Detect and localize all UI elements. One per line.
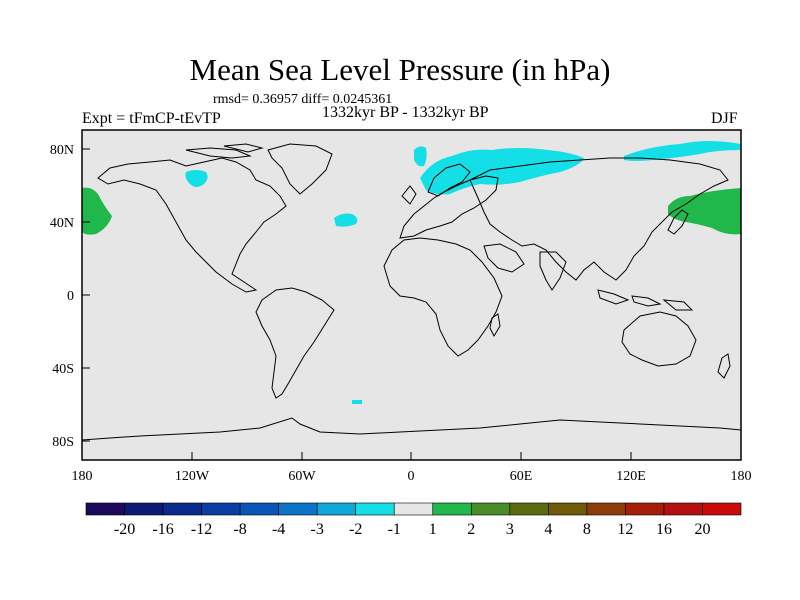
colorbar-swatch (586, 502, 626, 516)
colorbar-swatch (625, 502, 665, 516)
colorbar-label: -2 (349, 521, 362, 538)
colorbar-label: 20 (694, 521, 710, 538)
coastline-scandinavia (401, 163, 471, 205)
negative-anomaly-south-atlantic (352, 400, 362, 404)
colorbar-label: 4 (544, 521, 552, 538)
anomaly-fields (82, 141, 741, 404)
colorbar-label: 12 (617, 521, 633, 538)
colorbar-swatch (201, 502, 241, 516)
colorbar-swatch (470, 502, 511, 516)
stats-line: rmsd= 0.36957 diff= 0.0245361 (213, 92, 393, 107)
positive-anomaly-north-pacific-west (82, 187, 112, 235)
lon-axis: 180 120W 60W 0 60E 120E 180 (72, 452, 752, 484)
lat-label: 40N (50, 216, 74, 231)
coastline-antarctica (82, 417, 741, 441)
experiment-label: Expt = tFmCP-tEvTP (82, 110, 221, 127)
colorbar-swatch (702, 502, 742, 516)
colorbar-label: 1 (429, 521, 437, 538)
lon-label: 60W (288, 469, 316, 484)
colorbar-swatch (85, 502, 125, 516)
colorbar-label: 3 (506, 521, 514, 538)
colorbar-label: 2 (467, 521, 475, 538)
lon-label: 120E (616, 469, 646, 484)
colorbar-swatch (278, 502, 318, 516)
coastline-arabia (483, 243, 525, 273)
coastline-south-america (255, 287, 335, 399)
coastline-new-zealand (717, 353, 731, 379)
coastline-africa (383, 237, 503, 357)
lon-label: 60E (510, 469, 533, 484)
chart-title: Mean Sea Level Pressure (in hPa) (189, 52, 611, 87)
negative-anomaly-north-atlantic (334, 213, 358, 227)
colorbar-swatch (355, 502, 395, 516)
colorbar-label: -16 (152, 521, 173, 538)
colorbar-label: 16 (656, 521, 672, 538)
colorbar-label: 8 (583, 521, 591, 538)
negative-anomaly-greenland-sea (414, 146, 427, 167)
coastline-japan (667, 209, 689, 235)
coastline-india (539, 251, 567, 291)
colorbar-swatch (432, 502, 472, 516)
coastline-indonesia (597, 289, 694, 311)
colorbar-label: -8 (233, 521, 246, 538)
colorbar-label: -12 (191, 521, 212, 538)
coastline-asia (469, 157, 729, 281)
period-label: 1332kyr BP - 1332kyr BP (322, 104, 489, 121)
lon-label: 180 (72, 469, 93, 484)
colorbar-swatch (663, 502, 703, 516)
lat-label: 80S (52, 435, 74, 450)
colorbar-swatch (162, 502, 202, 516)
negative-anomaly-north-canada (185, 170, 208, 187)
coastline-madagascar (489, 313, 501, 338)
lon-label: 0 (408, 469, 415, 484)
colorbar-swatch (316, 502, 357, 516)
coastline-europe (399, 175, 499, 239)
positive-anomaly-north-pacific-east (668, 188, 741, 235)
coastline-greenland (267, 143, 333, 195)
colorbar-swatch (393, 502, 434, 516)
colorbar-label: -20 (114, 521, 135, 538)
lon-label: 120W (175, 469, 210, 484)
lat-axis: 80N 40N 0 40S 80S (50, 143, 90, 450)
coastline-arctic-islands (185, 143, 264, 159)
colorbar-label: -3 (311, 521, 324, 538)
map-background (82, 130, 741, 460)
colorbar-label: -1 (388, 521, 401, 538)
colorbar-swatch (548, 502, 588, 516)
colorbar-swatch (509, 502, 549, 516)
lat-label: 80N (50, 143, 74, 158)
season-label: DJF (711, 110, 738, 127)
lat-label: 40S (52, 362, 74, 377)
coastlines (82, 143, 741, 441)
coastline-north-america (97, 157, 287, 293)
negative-anomaly-siberia (624, 141, 741, 161)
lat-label: 0 (67, 289, 74, 304)
colorbar: -20 -16 -12 -8 -4 -3 -2 -1 1 2 3 4 8 12 16 20 (85, 502, 742, 538)
coastline-australia (621, 311, 697, 367)
colorbar-swatch (124, 502, 164, 516)
colorbar-swatch (239, 502, 279, 516)
lon-label: 180 (731, 469, 752, 484)
colorbar-label: -4 (272, 521, 285, 538)
